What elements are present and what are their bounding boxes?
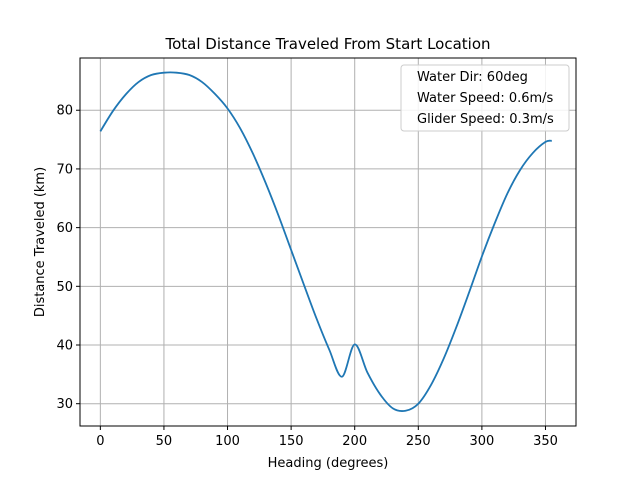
legend: Water Dir: 60deg Water Speed: 0.6m/s Gli…	[400, 64, 570, 132]
tick-layer: 0 50 100 150 200 250 300 350 30 40 50 60 70 80	[56, 104, 557, 449]
chart-title: Total Distance Traveled From Start Locat…	[164, 35, 490, 53]
x-tick-label: 50	[156, 434, 173, 449]
x-tick-label: 200	[342, 434, 367, 449]
x-tick-label: 250	[406, 434, 431, 449]
y-axis-label: Distance Traveled (km)	[33, 167, 48, 317]
x-axis-label: Heading (degrees)	[268, 456, 389, 471]
y-tick-label: 50	[56, 280, 73, 295]
x-tick-label: 100	[215, 434, 240, 449]
x-tick-label: 0	[96, 434, 104, 449]
x-tick-label: 350	[533, 434, 558, 449]
y-tick-label: 70	[56, 162, 73, 177]
series-layer	[99, 71, 552, 412]
y-tick-label: 80	[56, 104, 73, 119]
distance-series-line	[99, 71, 552, 412]
legend-entry: Water Speed: 0.6m/s	[417, 91, 554, 106]
y-tick-label: 60	[56, 221, 73, 236]
legend-box	[400, 64, 570, 132]
plot-frame	[79, 57, 577, 427]
legend-entry: Glider Speed: 0.3m/s	[417, 112, 554, 127]
x-tick-label: 150	[279, 434, 304, 449]
legend-entry: Water Dir: 60deg	[417, 70, 528, 85]
y-tick-label: 40	[56, 339, 73, 354]
y-tick-label: 30	[56, 397, 73, 412]
x-tick-label: 300	[469, 434, 494, 449]
